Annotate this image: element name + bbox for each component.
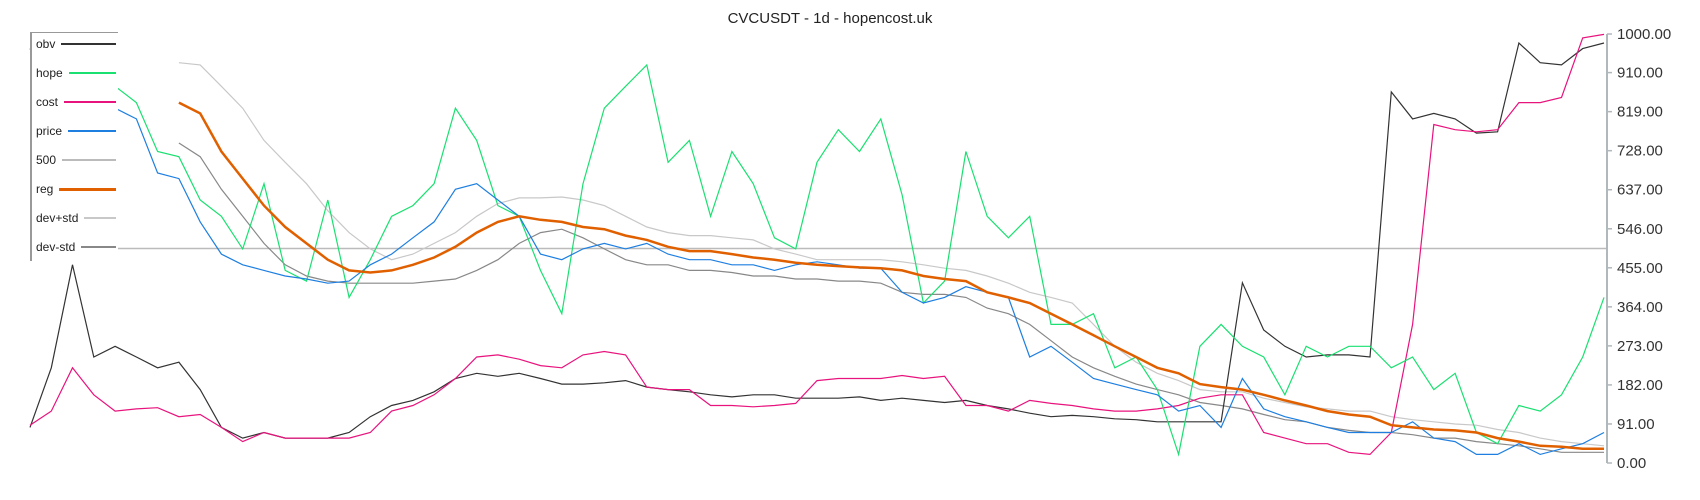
legend: obv hope cost price 500 reg dev+std dev-std: [30, 32, 118, 261]
legend-item[interactable]: hope: [36, 66, 116, 80]
y-tick-label: 546.00: [1617, 221, 1663, 238]
series-line-cost: [29, 33, 1605, 456]
legend-swatch: [68, 72, 116, 74]
legend-label: dev+std: [36, 211, 79, 225]
y-axis: 1000.00 910.00 819.00 728.00 637.00 546.00 455…: [1606, 26, 1671, 472]
legend-item[interactable]: cost: [36, 95, 116, 109]
legend-label: obv: [36, 37, 56, 51]
legend-item[interactable]: obv: [36, 37, 116, 51]
legend-label: 500: [36, 153, 57, 167]
legend-swatch: [81, 246, 116, 248]
legend-label: cost: [36, 95, 59, 109]
legend-swatch: [62, 159, 116, 161]
series-line-obv: [29, 41, 1605, 439]
legend-label: hope: [36, 66, 63, 80]
y-tick-label: 1000.00: [1617, 26, 1671, 43]
y-tick-label: 455.00: [1617, 260, 1663, 277]
series-line-price: [29, 48, 1605, 456]
y-tick-label: 364.00: [1617, 299, 1663, 316]
series-lines: [29, 33, 1607, 457]
legend-item[interactable]: price: [36, 124, 116, 138]
series-line-dev-std: [178, 142, 1604, 453]
legend-swatch: [84, 217, 116, 219]
y-tick-label: 273.00: [1617, 338, 1663, 355]
legend-swatch: [59, 187, 116, 191]
legend-item[interactable]: dev-std: [36, 240, 116, 254]
chart-title: CVCUSDT - 1d - hopencost.uk: [727, 10, 933, 27]
series-line-reg: [178, 101, 1604, 451]
series-line-dev-plus-std: [178, 62, 1605, 447]
y-tick-label: 182.00: [1617, 377, 1663, 394]
y-tick-label: 728.00: [1617, 143, 1663, 160]
legend-label: price: [36, 124, 63, 138]
legend-label: dev-std: [36, 240, 76, 254]
legend-item[interactable]: reg: [36, 182, 116, 196]
legend-swatch: [61, 43, 116, 45]
legend-swatch: [64, 101, 116, 103]
series-line-hope: [29, 48, 1605, 457]
y-tick-label: 819.00: [1617, 104, 1663, 121]
legend-swatch: [68, 130, 116, 132]
y-tick-label: 0.00: [1617, 455, 1646, 472]
y-tick-label: 910.00: [1617, 65, 1663, 82]
y-tick-label: 637.00: [1617, 182, 1663, 199]
legend-item[interactable]: dev+std: [36, 211, 116, 225]
y-tick-label: 91.00: [1617, 416, 1655, 433]
legend-label: reg: [36, 182, 54, 196]
legend-item[interactable]: 500: [36, 153, 116, 167]
